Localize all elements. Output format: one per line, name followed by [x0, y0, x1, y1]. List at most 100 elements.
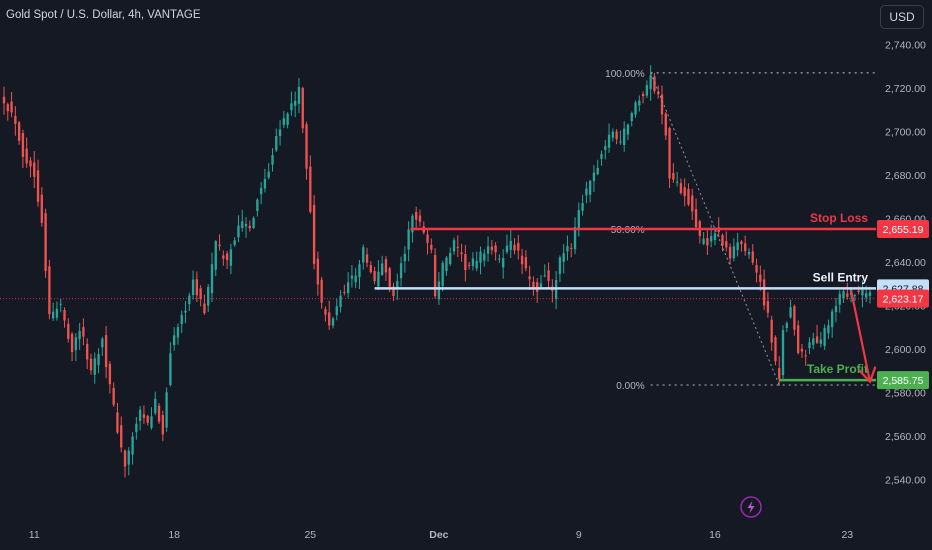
candle-body	[214, 241, 217, 270]
candle-body	[479, 251, 482, 263]
candle	[301, 86, 304, 134]
price-axis-panel	[876, 0, 932, 550]
candle	[290, 91, 293, 116]
x-tick-label: 9	[576, 529, 582, 541]
candle	[861, 280, 864, 308]
candle	[82, 318, 85, 346]
candle-body	[252, 218, 255, 228]
candle	[592, 165, 596, 193]
candle-body	[74, 337, 78, 351]
candle	[660, 85, 664, 125]
candle-body	[362, 247, 365, 263]
candle	[358, 259, 361, 289]
candle	[691, 188, 694, 220]
candle	[229, 243, 233, 275]
candle	[449, 247, 452, 267]
candle-body	[638, 100, 641, 106]
candle	[161, 410, 165, 442]
candle	[827, 319, 830, 340]
candle	[320, 276, 323, 309]
candle	[607, 123, 611, 153]
candle	[59, 299, 62, 313]
take-profit-label: Take Profit	[807, 362, 868, 376]
candle-body	[358, 264, 361, 278]
candle	[70, 331, 74, 362]
candle	[263, 168, 267, 193]
candle-body	[672, 173, 675, 180]
candle	[233, 237, 236, 248]
candle	[433, 248, 437, 299]
candle-body	[335, 306, 338, 316]
candle	[339, 289, 342, 313]
y-tick-label: 2,580.00	[885, 388, 926, 400]
candle-body	[320, 279, 323, 303]
candle-body	[486, 246, 490, 254]
candle-body	[225, 253, 229, 261]
fib-trend-line	[650, 72, 780, 386]
candle-body	[138, 409, 142, 421]
candle-body	[399, 263, 403, 279]
candle-body	[256, 199, 259, 211]
candle-body	[755, 265, 758, 273]
candle-body	[350, 275, 354, 279]
candle-body	[706, 237, 709, 246]
take-profit-price-badge: 2,585.75	[877, 371, 929, 390]
candle-body	[263, 178, 267, 189]
candle-body	[509, 240, 512, 250]
candle-body	[184, 310, 187, 313]
candle-body	[415, 212, 418, 220]
candle-body	[165, 392, 168, 428]
candle	[365, 247, 369, 268]
candle	[278, 120, 282, 146]
candle-body	[596, 167, 599, 175]
candle-body	[831, 311, 834, 328]
candle-body	[78, 330, 81, 340]
candle-body	[384, 259, 388, 273]
candle-body	[48, 266, 51, 315]
candle-body	[725, 241, 728, 248]
candle	[573, 217, 577, 255]
candle	[524, 250, 528, 272]
candle-body	[82, 327, 85, 337]
candle-body	[237, 225, 240, 238]
candle-body	[93, 358, 96, 375]
current-price-badge-bg	[877, 289, 929, 308]
candle-body	[411, 215, 414, 233]
candle-body	[218, 244, 221, 247]
candle	[29, 157, 32, 178]
candle	[513, 238, 516, 255]
candle	[248, 220, 251, 232]
currency-button[interactable]: USD	[880, 5, 924, 29]
candle	[244, 217, 248, 238]
candle	[683, 178, 686, 207]
candle-body	[377, 271, 380, 287]
candle-body	[233, 240, 236, 245]
lightning-bolt-icon[interactable]	[740, 496, 762, 518]
candle	[721, 233, 724, 252]
candle-body	[70, 333, 74, 352]
candle	[256, 198, 259, 217]
candle	[615, 128, 618, 145]
projection-arrow-head	[858, 366, 877, 384]
candle	[210, 252, 214, 302]
candle	[638, 95, 641, 112]
candle-body	[433, 255, 437, 297]
candle-body	[766, 301, 770, 313]
candle	[207, 283, 210, 312]
candle-body	[770, 319, 773, 343]
candle	[815, 324, 819, 344]
candle	[486, 236, 490, 262]
candle-body	[108, 363, 112, 385]
candle-body	[657, 91, 660, 95]
candle	[789, 299, 792, 319]
candle-body	[796, 325, 800, 353]
candle-body	[539, 283, 543, 288]
candle	[838, 290, 841, 313]
candle-body	[804, 355, 807, 357]
candle	[40, 187, 43, 227]
candle	[335, 298, 338, 321]
stop-loss-price-badge-text: 2,655.19	[883, 224, 924, 236]
candle-body	[316, 258, 320, 285]
candle-body	[619, 141, 622, 143]
